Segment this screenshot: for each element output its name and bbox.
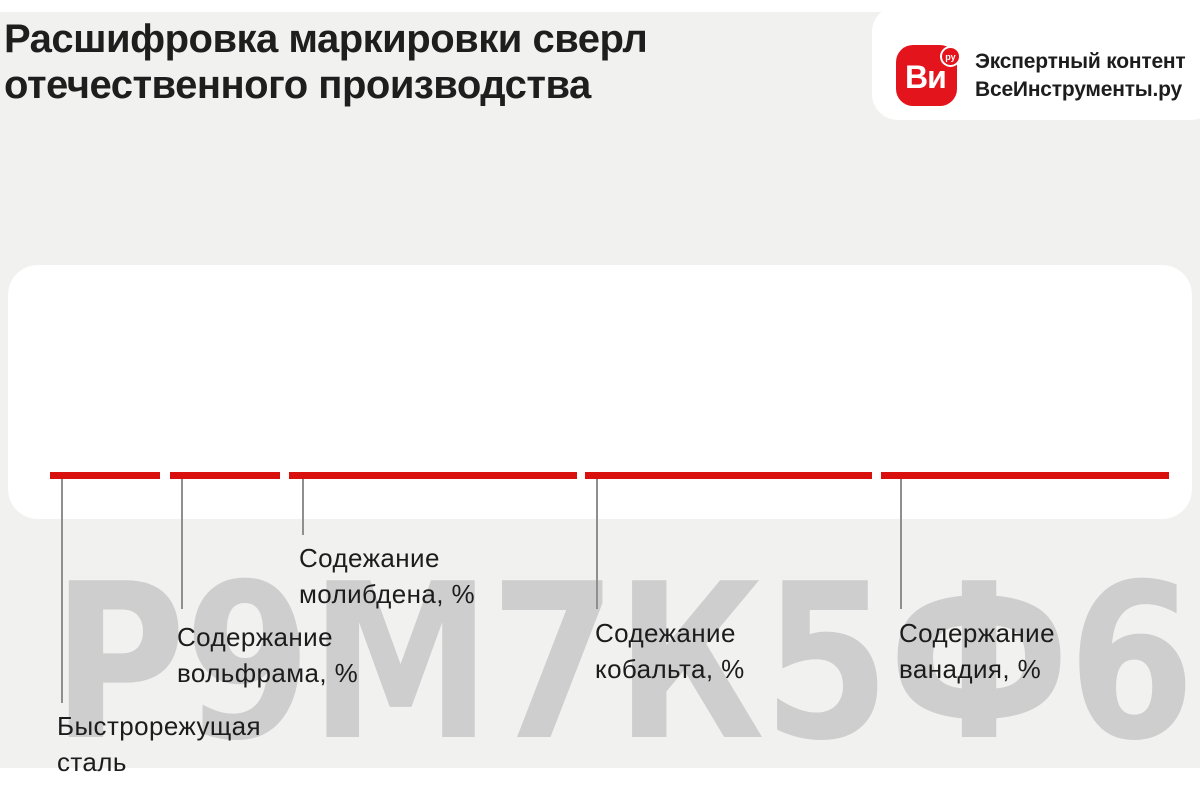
marking-underline-segment	[170, 472, 280, 479]
marking-card: Р9М7К5Ф6	[8, 265, 1195, 770]
marking-underline-segment	[881, 472, 1169, 479]
page-title: Расшифровка маркировки сверл отечественн…	[4, 17, 648, 107]
connector-line	[61, 479, 63, 703]
marking-underline-segment	[585, 472, 872, 479]
connector-line	[596, 479, 598, 609]
connector-line	[900, 479, 902, 609]
vi-logo-letters: Ви	[905, 59, 947, 95]
marking-underline-segment	[50, 472, 160, 479]
brand-card: Ви ру Экспертный контент ВсеИнструменты.…	[872, 6, 1200, 120]
vi-ru-logo-icon: Ви ру	[896, 45, 961, 106]
marking-code: Р9М7К5Ф6	[52, 537, 1195, 788]
legend-label: Содержание вольфрама, %	[177, 622, 359, 688]
legend-label: Содежание молибдена, %	[299, 543, 475, 609]
brand-caption: Экспертный контент ВсеИнструменты.ру	[975, 50, 1186, 101]
legend-label: Быстрорежущая сталь	[57, 711, 262, 777]
legend-label: Содежание кобальта, %	[595, 618, 745, 684]
marking-underline-segment	[289, 472, 577, 479]
legend-label: Содержание ванадия, %	[899, 618, 1055, 684]
connector-line	[302, 479, 304, 535]
ru-badge-icon: ру	[940, 46, 961, 67]
connector-line	[181, 479, 183, 609]
